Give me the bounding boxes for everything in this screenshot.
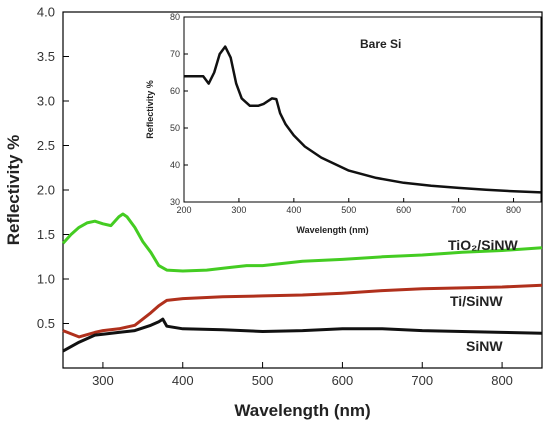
inset-y-axis-title: Reflectivity % (145, 80, 155, 139)
x-axis-title: Wavelength (nm) (234, 401, 370, 420)
inset-y-tick-label: 80 (170, 12, 180, 22)
series-line-tio2-sinw (61, 212, 543, 273)
inset-y-tick-label: 40 (170, 160, 180, 170)
main-series-group (61, 212, 543, 353)
y-tick-label: 2.0 (37, 183, 55, 198)
y-tick-label: 0.5 (37, 316, 55, 331)
inset-x-tick-label: 500 (341, 205, 356, 215)
x-tick-label: 400 (172, 373, 194, 388)
inset-x-axis-title: Wavelength (nm) (296, 225, 368, 235)
inset-plot-frame (183, 16, 542, 203)
y-tick-label: 3.5 (37, 49, 55, 64)
inset-y-tick-label: 30 (170, 197, 180, 207)
inset-x-tick-label: 200 (176, 205, 191, 215)
x-tick-label: 700 (411, 373, 433, 388)
y-tick-label: 2.5 (37, 138, 55, 153)
y-tick-label: 4.0 (37, 5, 55, 20)
inset-x-tick-label: 700 (451, 205, 466, 215)
x-tick-label: 800 (491, 373, 513, 388)
inset-x-tick-label: 600 (396, 205, 411, 215)
inset-x-tick-label: 300 (231, 205, 246, 215)
series-line-sinw (62, 317, 543, 353)
inset-series-line-bare-si (184, 45, 542, 194)
y-tick-label: 1.5 (37, 227, 55, 242)
inset-axes-ticks: 200 300 400 500 600 700 800 30 40 50 60 70 80 (170, 12, 521, 215)
series-label-ti-sinw: Ti/SiNW (450, 293, 503, 309)
inset-y-tick-label: 60 (170, 86, 180, 96)
x-tick-label: 600 (332, 373, 354, 388)
inset-title-bare-si: Bare Si (360, 37, 401, 51)
y-axis-title: Reflectivity % (4, 135, 23, 246)
y-tick-label: 3.0 (37, 94, 55, 109)
inset-y-tick-label: 70 (170, 49, 180, 59)
series-label-sinw: SiNW (466, 338, 503, 354)
series-label-tio2-sinw: TiO₂/SiNW (448, 237, 519, 253)
y-tick-label: 1.0 (37, 272, 55, 287)
inset-y-tick-label: 50 (170, 123, 180, 133)
series-line-ti-sinw (62, 283, 543, 339)
x-tick-label: 300 (92, 373, 114, 388)
inset-series-group (184, 45, 542, 194)
x-tick-label: 500 (252, 373, 274, 388)
inset-x-tick-label: 800 (506, 205, 521, 215)
main-axes-ticks: 300 400 500 600 700 800 0.5 1.0 1.5 2.0 2.5 3.0 3.5 4… (37, 5, 513, 389)
inset-x-tick-label: 400 (286, 205, 301, 215)
